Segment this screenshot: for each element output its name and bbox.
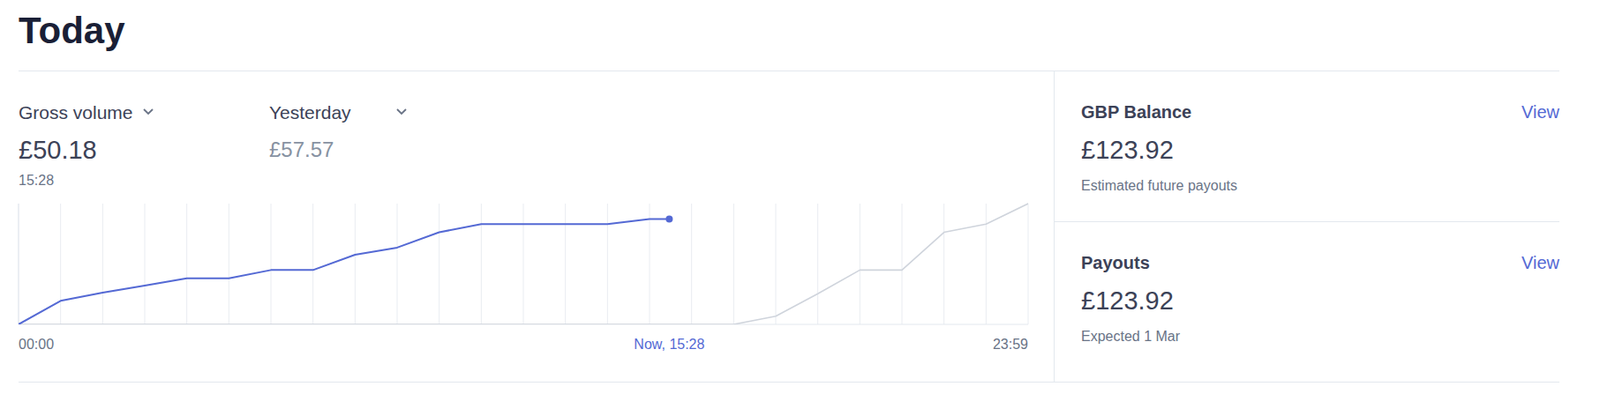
series-line (18, 219, 669, 325)
grid-line (60, 203, 61, 325)
chevron-path (397, 109, 406, 114)
grid-line (397, 203, 399, 325)
panel-title: Payouts (1081, 254, 1150, 272)
panel-separator (1053, 221, 1560, 223)
chart: 00:00 Now, 15:28 23:59 (0, 0, 1600, 394)
dropdown-chevron[interactable] (142, 107, 155, 117)
x-tick-label: Now, 15:28 (633, 337, 705, 353)
panel-divider (1053, 70, 1055, 384)
bottom-rule (18, 382, 1560, 384)
grid-line (691, 203, 692, 325)
grid-line (523, 203, 525, 325)
grid-line (943, 203, 945, 325)
comparison-amount: £57.57 (269, 139, 334, 161)
dropdown-chevron[interactable] (395, 107, 408, 117)
grid-line (817, 203, 819, 325)
grid-line (775, 203, 777, 325)
panel-note: Estimated future payouts (1081, 179, 1238, 194)
grid-line (438, 203, 440, 325)
view-link[interactable]: View (1521, 254, 1560, 272)
grid-line (564, 203, 566, 325)
x-tick-label: 23:59 (992, 337, 1029, 353)
grid-line (607, 203, 609, 325)
top-rule (18, 70, 1560, 72)
panel-title: GBP Balance (1081, 103, 1192, 121)
grid-line (186, 203, 188, 325)
view-link[interactable]: View (1521, 103, 1560, 121)
plot-area (18, 203, 1029, 325)
current-time: 15:28 (18, 173, 54, 188)
x-tick-label: 00:00 (18, 337, 54, 353)
grid-line (901, 203, 903, 325)
grid-line (312, 203, 314, 325)
panel-note: Expected 1 Mar (1081, 330, 1180, 345)
panel-amount: £123.92 (1081, 137, 1174, 164)
comparison-selector[interactable]: Yesterday (269, 103, 352, 122)
current-amount: £50.18 (18, 137, 98, 164)
current-point (665, 216, 673, 224)
grid-line (18, 203, 20, 325)
grid-line (144, 203, 146, 325)
series-line (18, 203, 1029, 325)
y-axis-line (18, 203, 20, 325)
grid-line (859, 203, 861, 325)
grid-line (985, 203, 987, 325)
metric-selector[interactable]: Gross volume (18, 103, 134, 122)
page-title: Today (18, 12, 126, 50)
grid-line (228, 203, 230, 325)
grid-line (1028, 203, 1030, 325)
panel-amount: £123.92 (1081, 288, 1174, 315)
grid-line (102, 203, 104, 325)
chevron-path (143, 109, 153, 114)
grid-line (649, 203, 651, 325)
grid-line (354, 203, 356, 325)
grid-line (733, 203, 735, 325)
grid-line (480, 203, 482, 325)
grid-line (270, 203, 272, 325)
